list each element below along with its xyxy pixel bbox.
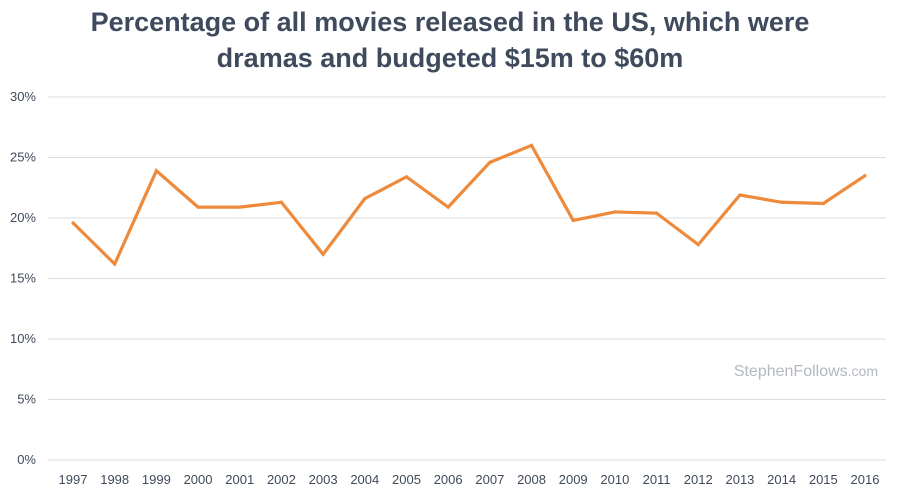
y-tick-label-25: 25%: [10, 150, 36, 165]
x-tick-label-2008: 2008: [517, 472, 546, 487]
x-tick-label-2005: 2005: [392, 472, 421, 487]
series-group: [71, 143, 867, 267]
x-tick-label-2004: 2004: [350, 472, 379, 487]
gridlines: [48, 96, 886, 461]
x-tick-label-2011: 2011: [643, 472, 671, 487]
y-tick-label-30: 30%: [10, 89, 36, 104]
data-point-2002: [279, 200, 284, 204]
data-point-2014: [780, 200, 784, 204]
y-axis-ticks: 0% 5% 10% 15% 20% 25% 30%: [10, 89, 36, 467]
chart-title-line-2: dramas and budgeted $15m to $60m: [216, 43, 684, 73]
data-point-1999: [154, 169, 158, 173]
data-point-2010: [613, 210, 617, 214]
x-tick-label-2002: 2002: [267, 472, 296, 487]
watermark: StephenFollows.com: [734, 363, 878, 380]
x-tick-label-2013: 2013: [725, 472, 754, 487]
data-point-2008: [529, 143, 534, 147]
x-tick-label-2010: 2010: [600, 472, 629, 487]
data-point-2004: [363, 197, 367, 201]
x-tick-label-2012: 2012: [684, 472, 713, 487]
data-point-2000: [196, 205, 200, 209]
data-point-1997: [71, 221, 75, 225]
data-point-1998: [113, 262, 117, 266]
data-point-2009: [571, 218, 575, 223]
chart-title-line-1: Percentage of all movies released in the…: [90, 7, 810, 37]
x-tick-label-2016: 2016: [851, 472, 880, 487]
y-tick-label-20: 20%: [10, 210, 36, 225]
data-point-2007: [488, 160, 492, 164]
y-tick-label-10: 10%: [10, 331, 36, 346]
watermark-suffix: .com: [848, 363, 878, 379]
data-point-2012: [696, 243, 700, 247]
x-axis-ticks: 1997 1998 1999 2000 2001 2002 2003 2004 2005 2006…: [59, 472, 880, 487]
series-line-0: [71, 143, 866, 267]
data-point-2016: [863, 174, 867, 178]
data-point-2011: [654, 211, 659, 215]
watermark-main: StephenFollows: [734, 363, 848, 380]
y-tick-label-0: 0%: [17, 452, 36, 467]
data-point-2005: [404, 175, 409, 179]
data-point-2003: [321, 252, 325, 256]
x-tick-label-1998: 1998: [100, 472, 129, 487]
y-tick-label-15: 15%: [10, 271, 36, 286]
x-tick-label-2003: 2003: [309, 472, 338, 487]
data-point-2015: [821, 201, 825, 206]
data-point-2013: [738, 193, 742, 197]
data-point-2001: [238, 205, 242, 209]
x-tick-label-2007: 2007: [475, 472, 504, 487]
x-tick-label-2000: 2000: [184, 472, 213, 487]
x-tick-label-2014: 2014: [767, 472, 796, 487]
chart-title: Percentage of all movies released in the…: [0, 4, 900, 76]
x-tick-label-2006: 2006: [434, 472, 463, 487]
data-point-2006: [446, 205, 450, 209]
x-tick-label-1999: 1999: [142, 472, 171, 487]
x-tick-label-2015: 2015: [809, 472, 838, 487]
x-tick-label-2009: 2009: [559, 472, 588, 487]
x-tick-label-2001: 2001: [225, 472, 254, 487]
y-tick-label-5: 5%: [17, 392, 36, 407]
x-tick-label-1997: 1997: [59, 472, 88, 487]
